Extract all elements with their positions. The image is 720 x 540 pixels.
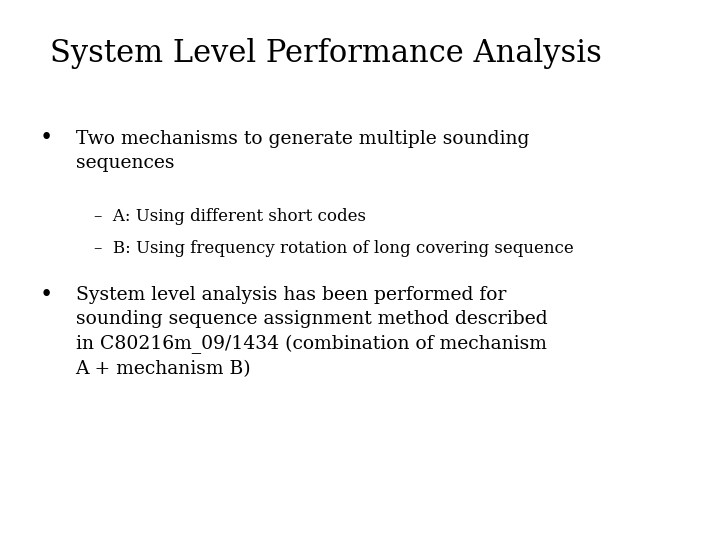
Text: Two mechanisms to generate multiple sounding
sequences: Two mechanisms to generate multiple soun… bbox=[76, 130, 529, 172]
Text: •: • bbox=[40, 127, 53, 149]
Text: –  A: Using different short codes: – A: Using different short codes bbox=[94, 208, 366, 225]
Text: –  B: Using frequency rotation of long covering sequence: – B: Using frequency rotation of long co… bbox=[94, 240, 573, 257]
Text: System level analysis has been performed for
sounding sequence assignment method: System level analysis has been performed… bbox=[76, 286, 547, 379]
Text: •: • bbox=[40, 284, 53, 306]
Text: System Level Performance Analysis: System Level Performance Analysis bbox=[50, 38, 602, 69]
